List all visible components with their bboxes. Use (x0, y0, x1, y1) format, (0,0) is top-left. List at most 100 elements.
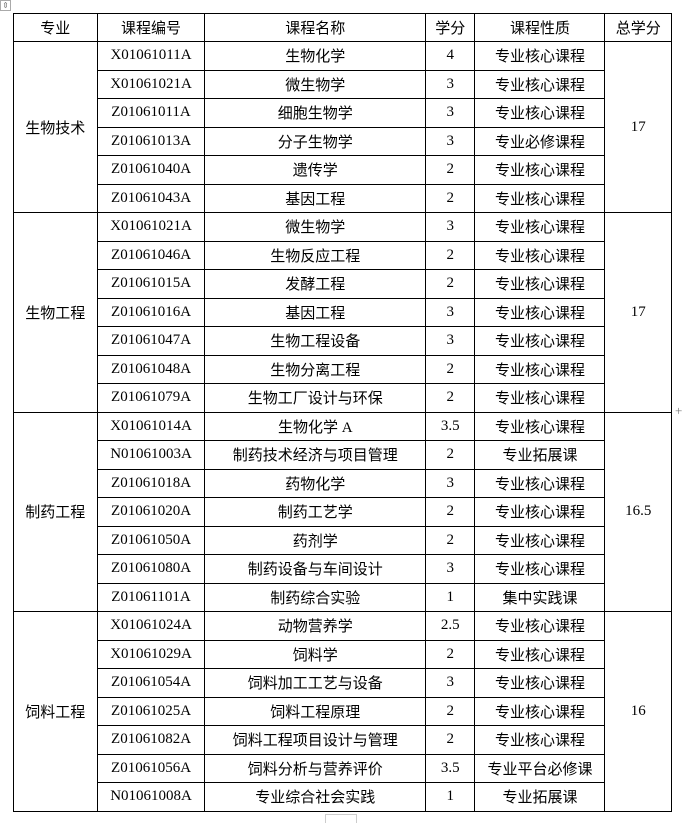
table-row: Z01061050A 药剂学 2 专业核心课程 (14, 525, 672, 555)
course-code-cell: Z01061025A (96, 696, 206, 726)
credits-cell: 3 (425, 126, 476, 156)
course-code-cell: Z01061082A (96, 725, 206, 755)
table-row: Z01061082A 饲料工程项目设计与管理 2 专业核心课程 (14, 725, 672, 755)
credits-cell: 2 (425, 696, 476, 726)
credits-cell: 3 (425, 326, 476, 356)
credits-cell: 2 (425, 725, 476, 755)
course-name-cell: 分子生物学 (204, 126, 427, 156)
course-code-cell: Z01061046A (96, 240, 206, 270)
course-code-cell: X01061024A (96, 611, 206, 641)
course-name-cell: 基因工程 (204, 297, 427, 327)
course-type-cell: 专业核心课程 (474, 98, 606, 128)
credits-cell: 2 (425, 354, 476, 384)
table-row: Z01061048A 生物分离工程 2 专业核心课程 (14, 354, 672, 384)
page-break-marker (325, 814, 357, 823)
course-code-cell: X01061021A (96, 69, 206, 99)
course-code-cell: Z01061080A (96, 554, 206, 584)
course-name-cell: 制药设备与车间设计 (204, 554, 427, 584)
course-name-cell: 生物工程设备 (204, 326, 427, 356)
course-code-cell: Z01061013A (96, 126, 206, 156)
course-code-cell: Z01061020A (96, 497, 206, 527)
course-name-cell: 饲料学 (204, 639, 427, 669)
course-type-cell: 专业核心课程 (474, 155, 606, 185)
course-type-cell: 专业核心课程 (474, 639, 606, 669)
table-row: Z01061025A 饲料工程原理 2 专业核心课程 (14, 696, 672, 726)
table-move-handle-icon[interactable]: ⇕ (0, 0, 11, 11)
course-code-cell: Z01061043A (96, 183, 206, 213)
course-code-cell: X01061014A (96, 411, 206, 441)
course-code-cell: X01061029A (96, 639, 206, 669)
course-name-cell: 细胞生物学 (204, 98, 427, 128)
course-type-cell: 专业核心课程 (474, 212, 606, 242)
course-name-cell: 饲料工程原理 (204, 696, 427, 726)
table-row: 生物技术 X01061011A 生物化学 4 专业核心课程 17 (13, 41, 672, 213)
course-name-cell: 发酵工程 (204, 269, 427, 299)
credits-cell: 2 (425, 383, 476, 413)
course-code-cell: X01061011A (96, 41, 206, 71)
credits-cell: 2 (425, 497, 476, 527)
credits-cell: 3 (425, 554, 476, 584)
course-type-cell: 专业必修课程 (474, 126, 606, 156)
course-code-cell: Z01061040A (96, 155, 206, 185)
course-code-cell: Z01061079A (96, 383, 206, 413)
course-name-cell: 生物化学 A (204, 411, 427, 441)
total-credits-cell: 16 (604, 611, 672, 812)
course-type-cell: 专业核心课程 (474, 326, 606, 356)
course-code-cell: Z01061011A (96, 98, 206, 128)
header-major: 专业 (13, 13, 98, 42)
course-type-cell: 专业拓展课 (474, 440, 606, 470)
credits-cell: 3 (425, 212, 476, 242)
course-code-cell: Z01061056A (96, 753, 206, 783)
course-name-cell: 饲料工程项目设计与管理 (204, 725, 427, 755)
add-row-icon[interactable]: + (675, 403, 683, 418)
course-name-cell: 饲料分析与营养评价 (204, 753, 427, 783)
course-table: 专业 课程编号 课程名称 学分 课程性质 总学分 生物技术 X01061011A 生… (13, 13, 672, 812)
credits-cell: 2.5 (425, 611, 476, 641)
course-type-cell: 专业核心课程 (474, 468, 606, 498)
credits-cell: 3 (425, 297, 476, 327)
course-type-cell: 专业核心课程 (474, 668, 606, 698)
table-row: Z01061011A 细胞生物学 3 专业核心课程 (14, 98, 672, 128)
credits-cell: 3 (425, 98, 476, 128)
course-name-cell: 制药工艺学 (204, 497, 427, 527)
table-row: Z01061046A 生物反应工程 2 专业核心课程 (14, 240, 672, 270)
course-type-cell: 集中实践课 (474, 582, 606, 612)
course-code-cell: Z01061054A (96, 668, 206, 698)
table-row: Z01061020A 制药工艺学 2 专业核心课程 (14, 497, 672, 527)
course-name-cell: 生物化学 (204, 41, 427, 71)
course-type-cell: 专业核心课程 (474, 69, 606, 99)
major-cell: 生物技术 (13, 41, 98, 213)
course-code-cell: Z01061050A (96, 525, 206, 555)
header-row: 专业 课程编号 课程名称 学分 课程性质 总学分 (13, 13, 672, 42)
table-row: 饲料工程 X01061024A 动物营养学 2.5 专业核心课程 16 (13, 611, 672, 812)
course-code-cell: Z01061047A (96, 326, 206, 356)
table-row: X01061029A 饲料学 2 专业核心课程 (14, 639, 672, 669)
course-code-cell: N01061003A (96, 440, 206, 470)
course-type-cell: 专业核心课程 (474, 497, 606, 527)
course-name-cell: 专业综合社会实践 (204, 782, 427, 812)
course-type-cell: 专业核心课程 (474, 525, 606, 555)
course-name-cell: 制药技术经济与项目管理 (204, 440, 427, 470)
credits-cell: 3 (425, 668, 476, 698)
credits-cell: 1 (425, 782, 476, 812)
credits-cell: 3.5 (425, 753, 476, 783)
credits-cell: 2 (425, 240, 476, 270)
course-type-cell: 专业核心课程 (474, 554, 606, 584)
major-cell: 制药工程 (13, 411, 98, 612)
course-type-cell: 专业核心课程 (474, 297, 606, 327)
course-type-cell: 专业拓展课 (474, 782, 606, 812)
course-code-cell: X01061021A (96, 212, 206, 242)
table-row: 生物工程 X01061021A 微生物学 3 专业核心课程 17 (13, 212, 672, 413)
course-code-cell: Z01061015A (96, 269, 206, 299)
course-type-cell: 专业核心课程 (474, 696, 606, 726)
header-course-name: 课程名称 (204, 13, 427, 42)
credits-cell: 2 (425, 155, 476, 185)
credits-cell: 2 (425, 183, 476, 213)
major-cell: 饲料工程 (13, 611, 98, 812)
credits-cell: 4 (425, 41, 476, 71)
course-type-cell: 专业核心课程 (474, 611, 606, 641)
course-code-cell: Z01061016A (96, 297, 206, 327)
major-cell: 生物工程 (13, 212, 98, 413)
table-row: Z01061056A 饲料分析与营养评价 3.5 专业平台必修课 (14, 753, 672, 783)
table-row: Z01061054A 饲料加工工艺与设备 3 专业核心课程 (14, 668, 672, 698)
